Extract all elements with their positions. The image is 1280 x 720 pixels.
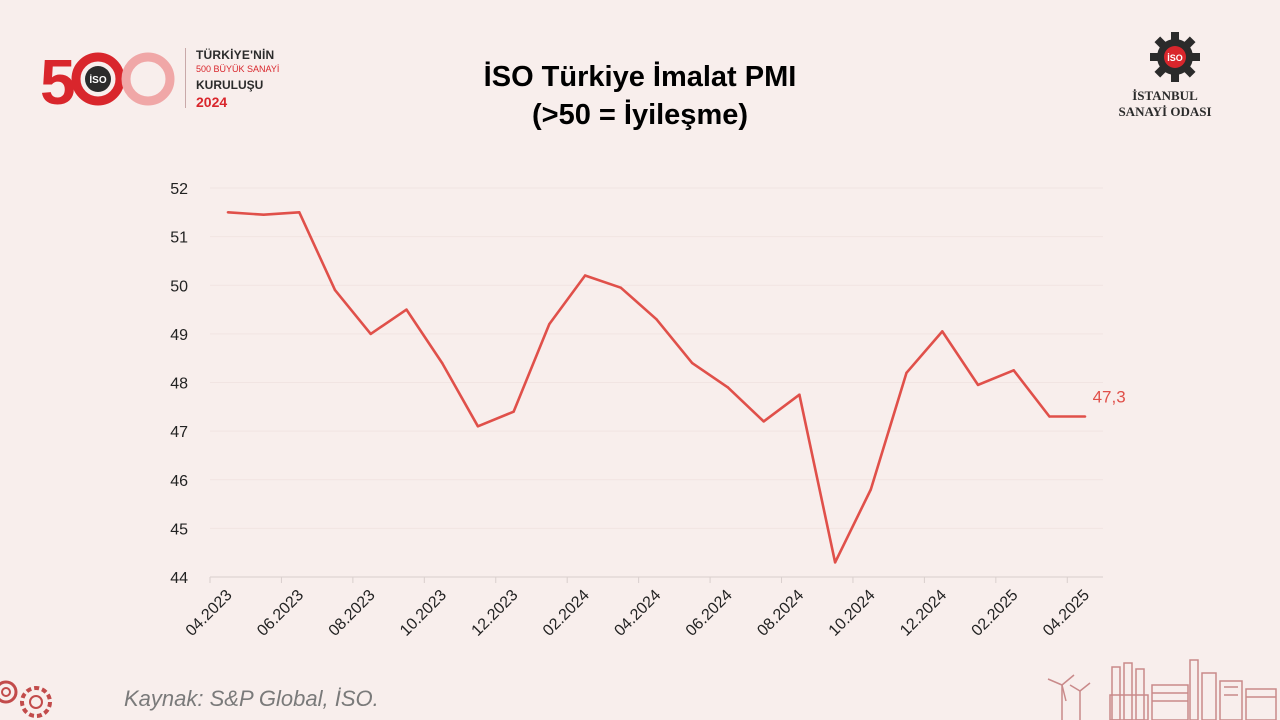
istanbul-sanayi-odasi-logo: İSO İSTANBUL SANAYİ ODASI <box>1110 30 1220 125</box>
gears-decoration-icon <box>0 680 52 718</box>
data-point <box>298 211 301 214</box>
data-point <box>1012 369 1015 372</box>
x-tick-label: 08.2023 <box>326 587 379 640</box>
iso-badge-text: İSO <box>1167 53 1183 63</box>
data-point <box>726 386 730 389</box>
logo-gear-ring <box>71 52 125 106</box>
data-point <box>691 361 694 365</box>
source-note: Kaynak: S&P Global, İSO. <box>124 686 379 711</box>
org-name-line-2: SANAYİ ODASI <box>1118 104 1212 119</box>
y-tick-label: 52 <box>170 181 188 198</box>
title-line-2: (>50 = İyileşme) <box>531 99 749 131</box>
logo-zero-ring <box>121 52 175 106</box>
x-axis: 04.2023 06.2023 08.2023 10.2023 12.2023 02.20… <box>183 576 1103 640</box>
data-point <box>548 322 551 326</box>
data-point <box>762 420 765 423</box>
data-point <box>619 286 622 289</box>
data-point <box>405 308 408 311</box>
x-tick-label: 10.2023 <box>397 587 450 640</box>
logo-500-digit: 5 <box>40 46 76 112</box>
logo-line-2: 500 BÜYÜK SANAYİ <box>196 64 280 74</box>
data-point <box>976 383 980 387</box>
x-tick-label: 10.2024 <box>826 587 879 640</box>
iso-gear-icon: İSO <box>1150 32 1200 82</box>
logo-divider <box>185 48 186 108</box>
data-point <box>1083 415 1087 418</box>
x-tick-label: 06.2023 <box>254 587 307 640</box>
data-point <box>262 213 265 216</box>
org-name-line-1: İSTANBUL <box>1132 88 1198 103</box>
y-axis: 44 45 46 47 48 49 50 51 52 <box>170 181 1103 587</box>
data-point <box>476 425 480 428</box>
data-point <box>798 393 801 396</box>
turkiye-500-logo: 5 İSO TÜRKİYE'NİN 500 BÜYÜK SANAYİ KURUL… <box>40 42 290 112</box>
x-tick-label: 04.2024 <box>611 587 664 640</box>
y-tick-label: 48 <box>170 376 188 393</box>
logo-badge-text: İSO <box>89 73 106 86</box>
x-tick-label: 02.2025 <box>969 587 1022 640</box>
logo-gear-center <box>85 66 111 92</box>
500-logo-graphic: 5 İSO <box>40 46 175 112</box>
annotation-layer: 47,3 <box>1093 388 1126 407</box>
data-point <box>941 330 944 333</box>
x-tick-label: 06.2024 <box>683 587 736 640</box>
title-line-1: İSO Türkiye İmalat PMI <box>483 61 797 93</box>
factory-skyline-icon <box>1047 659 1277 720</box>
y-tick-label: 44 <box>170 570 188 587</box>
pmi-series-line <box>227 211 1086 564</box>
x-tick-label: 04.2025 <box>1040 587 1093 640</box>
x-tick-label: 12.2023 <box>469 587 522 640</box>
y-tick-label: 47 <box>170 424 188 441</box>
data-point <box>833 561 837 564</box>
data-point <box>1048 415 1051 418</box>
logo-line-1: TÜRKİYE'NİN <box>196 48 275 62</box>
series-layer <box>226 211 1087 564</box>
logo-line-3: KURULUŞU <box>196 78 264 92</box>
data-point <box>583 274 587 277</box>
data-point <box>655 318 658 321</box>
data-point <box>440 361 444 365</box>
data-point <box>369 332 372 336</box>
y-tick-label: 49 <box>170 327 188 344</box>
y-tick-label: 50 <box>170 278 188 295</box>
data-point <box>905 371 908 374</box>
data-point <box>333 288 337 292</box>
chart-title: İSO Türkiye İmalat PMI (>50 = İyileşme) <box>340 58 940 134</box>
data-point <box>869 488 873 491</box>
y-tick-label: 51 <box>170 230 188 247</box>
x-tick-label: 02.2024 <box>540 587 593 640</box>
logo-year: 2024 <box>196 94 228 110</box>
x-tick-label: 08.2024 <box>754 587 807 640</box>
y-tick-label: 45 <box>170 521 188 538</box>
last-value-label: 47,3 <box>1093 388 1126 407</box>
data-point <box>512 410 515 413</box>
y-tick-label: 46 <box>170 473 188 490</box>
x-tick-label: 12.2024 <box>897 587 950 640</box>
x-tick-label: 04.2023 <box>183 587 236 640</box>
data-point <box>226 211 230 214</box>
